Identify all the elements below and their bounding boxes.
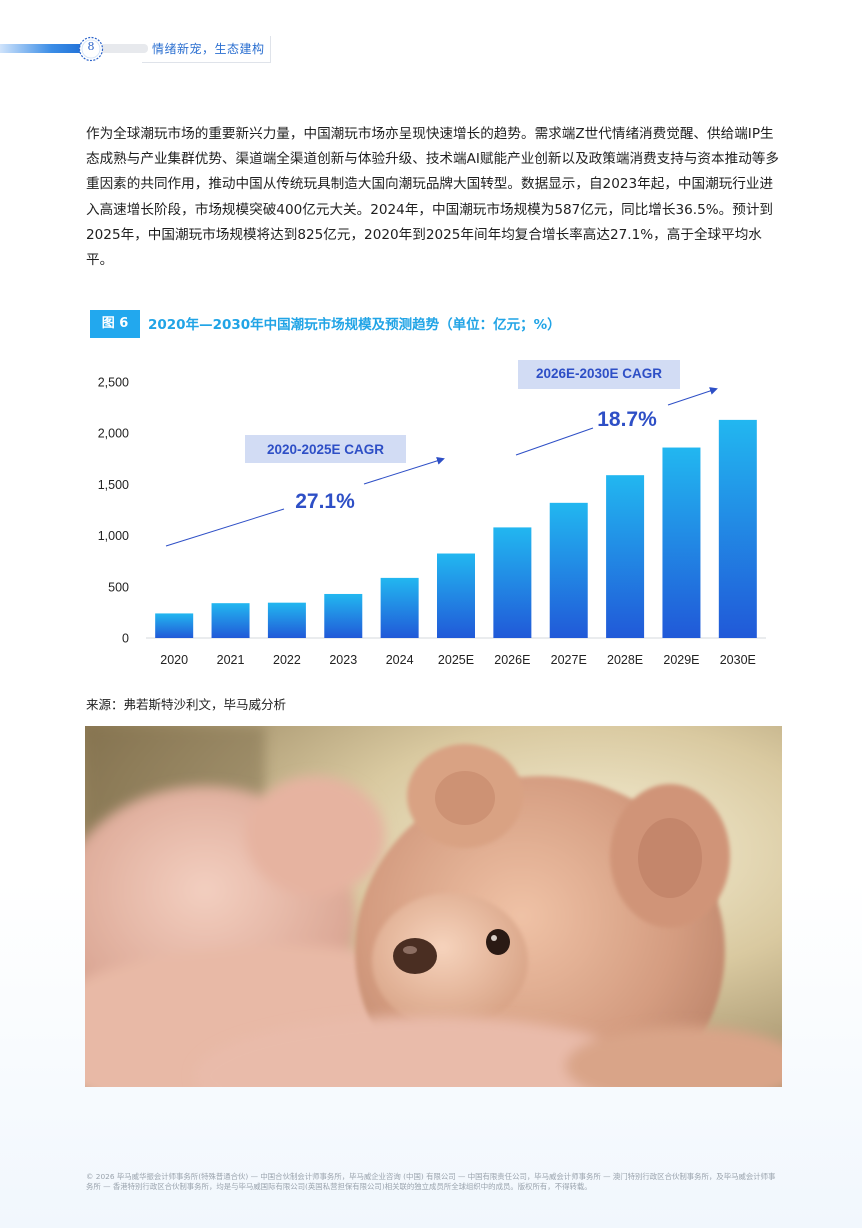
- cagr-arrow-1a: [165, 508, 285, 547]
- y-axis: 0 500 1,000 1,500 2,000 2,500: [98, 376, 129, 646]
- cagr-annotation-2: 2026E-2030E CAGR 18.7%: [515, 360, 718, 456]
- page-header: 8 情绪新宠，生态建构: [0, 36, 272, 63]
- x-tick-label: 2021: [217, 653, 245, 667]
- cagr-label-box-2: [518, 360, 680, 389]
- bar-2023: [324, 593, 363, 638]
- x-tick-label: 2030E: [720, 653, 756, 667]
- header-accent-bar: [0, 44, 86, 53]
- x-tick-label: 2020: [160, 653, 188, 667]
- body-paragraph: 作为全球潮玩市场的重要新兴力量，中国潮玩市场亦呈现快速增长的趋势。需求端Z世代情…: [86, 126, 779, 269]
- x-tick-label: 2024: [386, 653, 414, 667]
- cagr-arrow-1b: [363, 456, 445, 485]
- y-tick-label: 1,000: [98, 529, 129, 543]
- y-tick-label: 500: [108, 580, 129, 594]
- teddy-bear-photo: [85, 726, 782, 1087]
- x-tick-label: 2026E: [494, 653, 530, 667]
- bar-2022: [267, 602, 306, 638]
- page-number: 8: [87, 40, 95, 53]
- bar-2024: [380, 577, 419, 638]
- copyright-footer: © 2026 毕马威华振会计师事务所(特殊普通合伙) — 中国合伙制会计师事务所…: [86, 1172, 776, 1191]
- header-frame: [142, 36, 271, 63]
- y-tick-label: 1,500: [98, 478, 129, 492]
- cagr-label-box-1: [245, 435, 406, 463]
- x-tick-label: 2022: [273, 653, 301, 667]
- x-tick-label: 2025E: [438, 653, 474, 667]
- cagr-arrow-2a: [515, 427, 594, 456]
- header-gray-bar: [100, 44, 148, 53]
- bar-2021: [211, 603, 250, 638]
- bar-2020: [155, 613, 194, 638]
- teddy-bear-image: [85, 726, 782, 1087]
- cagr-label-1: 2020-2025E CAGR: [267, 442, 384, 457]
- bar-series: [155, 419, 757, 638]
- figure-source: 来源：弗若斯特沙利文，毕马威分析: [86, 697, 287, 712]
- bar-2027E: [549, 502, 588, 638]
- bar-2028E: [606, 475, 645, 638]
- page-number-badge-icon: [78, 36, 104, 62]
- x-tick-label: 2023: [329, 653, 357, 667]
- cagr-annotation-1: 2020-2025E CAGR 27.1%: [165, 435, 445, 547]
- cagr-label-2: 2026E-2030E CAGR: [536, 366, 662, 381]
- section-title: 情绪新宠，生态建构: [152, 42, 265, 56]
- cagr-arrow-2b: [667, 387, 718, 406]
- x-tick-label: 2028E: [607, 653, 643, 667]
- bar-2030E: [718, 419, 757, 638]
- figure-label: 图 6: [90, 310, 140, 338]
- cagr-value-2: 18.7%: [597, 408, 657, 431]
- x-axis: 2020 2021 2022 2023 2024 2025E 2026E 2027E 2028E…: [160, 653, 756, 667]
- y-tick-label: 2,500: [98, 376, 129, 390]
- x-tick-label: 2027E: [551, 653, 587, 667]
- y-tick-label: 0: [122, 632, 129, 646]
- y-tick-label: 2,000: [98, 427, 129, 441]
- bar-2026E: [493, 527, 532, 638]
- x-tick-label: 2029E: [663, 653, 699, 667]
- bar-2029E: [662, 447, 701, 638]
- bar-2025E: [437, 553, 475, 638]
- figure-title: 2020年—2030年中国潮玩市场规模及预测趋势（单位：亿元；%）: [148, 317, 561, 333]
- cagr-value-1: 27.1%: [295, 490, 355, 513]
